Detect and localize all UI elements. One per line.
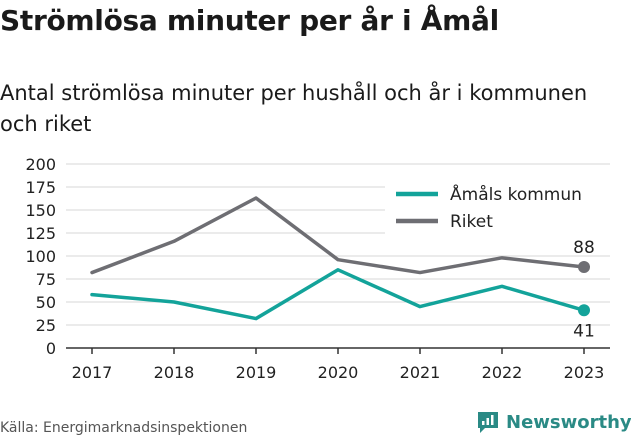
end-point-riket — [578, 261, 590, 274]
newsworthy-logo-icon — [478, 412, 498, 433]
line-chart: 0 25 50 75 100 125 150 175 200 2017 2018 2019 2020 20… — [25, 155, 615, 382]
source-text: Källa: Energimarknadsinspektionen — [0, 420, 248, 436]
y-tick-label: 100 — [25, 247, 56, 266]
y-tick-label: 75 — [36, 270, 56, 289]
chart-title: Strömlösa minuter per år i Åmål — [0, 4, 499, 37]
series-line-amal — [90, 268, 586, 321]
data-label-riket: 88 — [573, 238, 595, 258]
data-label-amal: 41 — [573, 321, 595, 341]
y-tick-label: 125 — [25, 224, 56, 243]
y-tick-label: 200 — [25, 155, 56, 174]
legend-label-amal: Åmåls kommun — [450, 183, 582, 205]
x-tick-label: 2022 — [482, 363, 523, 382]
brand-logo: Newsworthy — [476, 410, 631, 434]
end-point-amal — [578, 304, 590, 317]
series-line-riket — [90, 196, 586, 275]
x-tick-label: 2020 — [318, 363, 359, 382]
x-tick-label: 2019 — [236, 363, 277, 382]
y-tick-label: 50 — [36, 293, 56, 312]
y-tick-label: 25 — [36, 316, 56, 335]
y-tick-label: 150 — [25, 201, 56, 220]
x-tick-label: 2018 — [154, 363, 195, 382]
legend-label-riket: Riket — [450, 212, 493, 232]
x-tick-label: 2017 — [72, 363, 113, 382]
chart-subtitle: Antal strömlösa minuter per hushåll och … — [0, 81, 588, 136]
y-tick-label: 175 — [25, 178, 56, 197]
brand-name: Newsworthy — [506, 411, 631, 433]
legend-box — [385, 178, 615, 236]
x-tick-label: 2023 — [564, 363, 605, 382]
x-tick-label: 2021 — [400, 363, 441, 382]
y-tick-label: 0 — [46, 339, 56, 358]
